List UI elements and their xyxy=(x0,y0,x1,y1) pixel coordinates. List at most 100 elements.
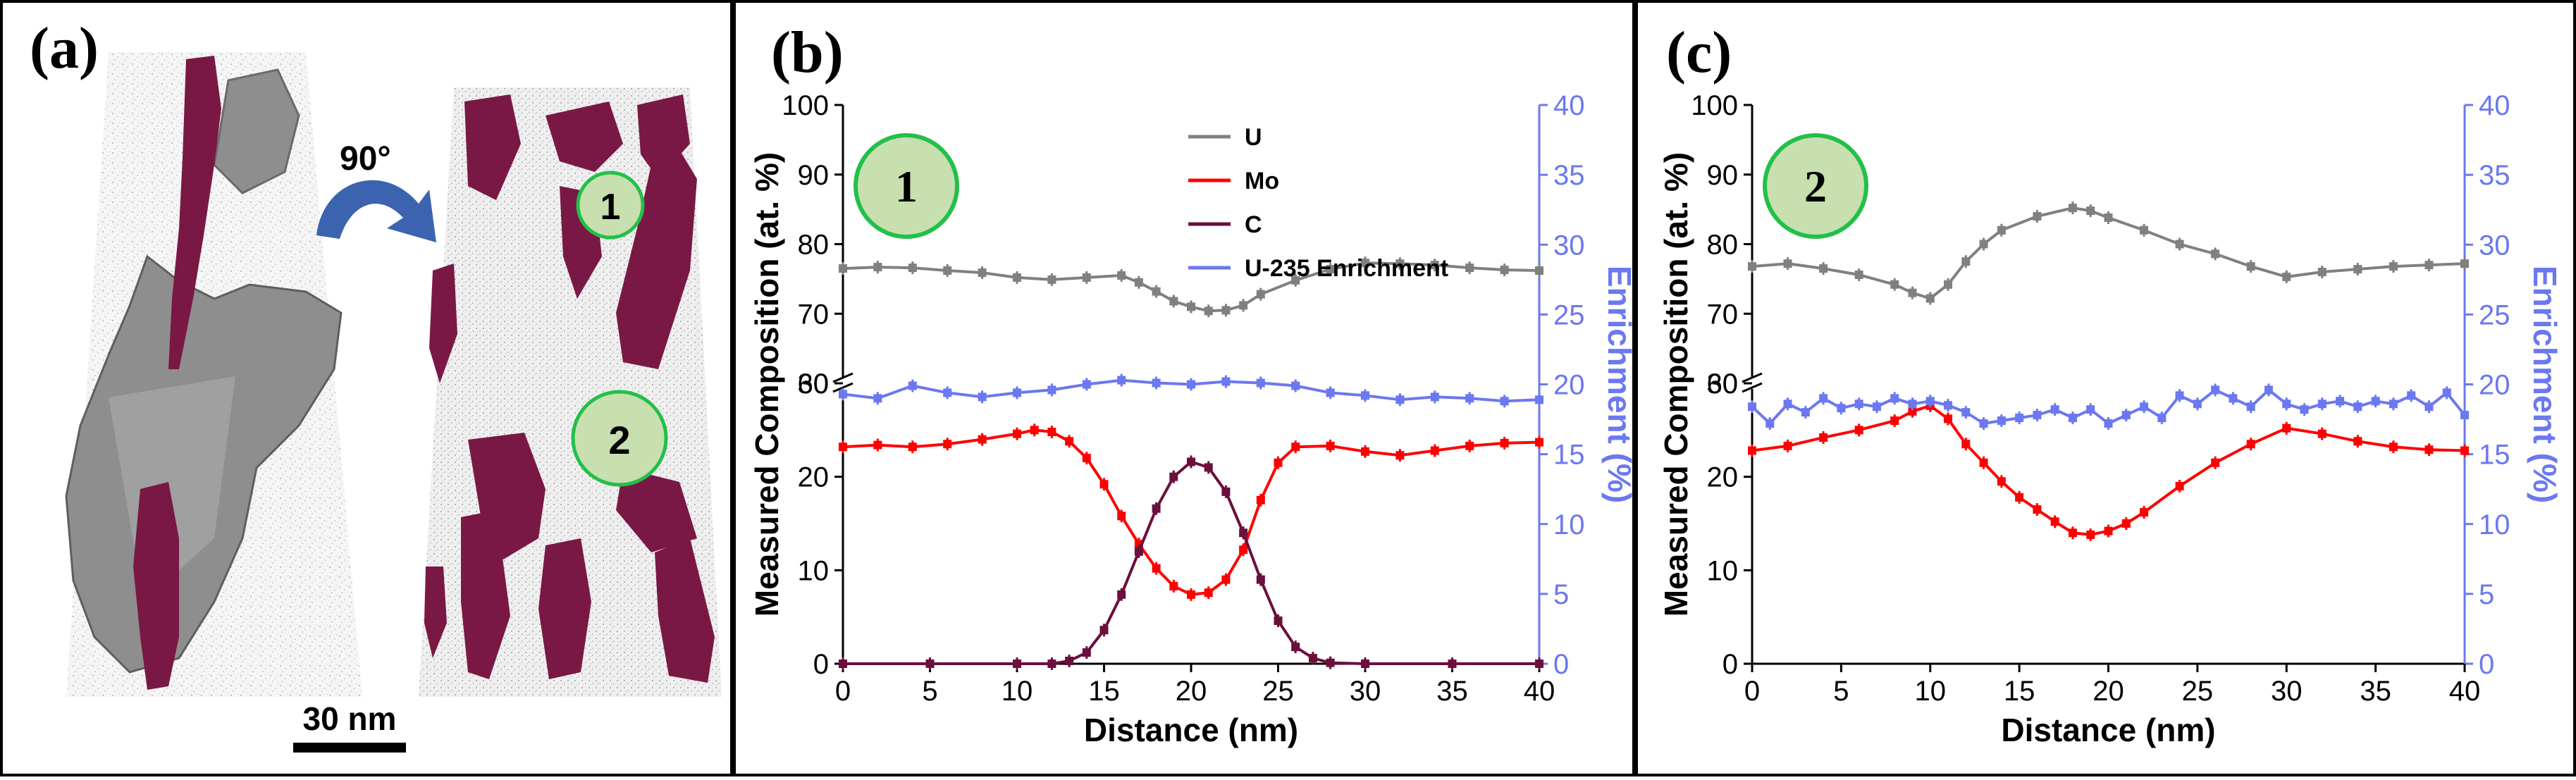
data-point-c xyxy=(1169,472,1178,481)
region-circle-2: 2 xyxy=(571,390,668,487)
data-point-u xyxy=(1783,259,1792,268)
right-tick-label: 10 xyxy=(2479,509,2510,540)
data-point-u-235-enrichment xyxy=(2050,405,2059,414)
data-point-u-235-enrichment xyxy=(2424,402,2434,411)
right-tick-label: 15 xyxy=(2479,440,2510,471)
data-point-c xyxy=(1187,457,1195,466)
y-tick-label: 80 xyxy=(1707,230,1739,261)
data-point-u-235-enrichment xyxy=(2121,411,2131,420)
data-point-u-235-enrichment xyxy=(2264,385,2273,395)
data-point-u xyxy=(1997,225,2006,235)
data-point-u xyxy=(2104,213,2113,222)
precipitate-r8 xyxy=(616,468,697,552)
data-point-mo xyxy=(908,442,917,452)
data-point-u xyxy=(1204,307,1213,316)
region-badge-label: 2 xyxy=(1804,161,1827,211)
data-point-c xyxy=(1239,528,1248,538)
data-point-mo xyxy=(1465,441,1474,450)
data-point-mo xyxy=(1274,458,1283,467)
data-point-mo xyxy=(1013,429,1021,438)
svg-text:1: 1 xyxy=(600,187,621,228)
data-point-u-235-enrichment xyxy=(908,381,917,390)
data-point-mo xyxy=(2068,528,2077,538)
data-point-u xyxy=(1908,288,1917,297)
data-point-u xyxy=(1047,275,1056,284)
data-point-mo xyxy=(2460,446,2469,455)
data-point-c xyxy=(1256,575,1265,584)
data-point-u-235-enrichment xyxy=(2140,402,2149,411)
data-point-c xyxy=(1013,660,1021,668)
data-point-u xyxy=(1152,287,1161,296)
data-point-u xyxy=(1430,261,1439,270)
data-point-u xyxy=(1854,270,1863,279)
data-point-c xyxy=(1082,648,1091,657)
panel-a: (a) 90° xyxy=(0,0,733,776)
data-point-u-235-enrichment xyxy=(1908,400,1917,409)
data-point-c xyxy=(1535,660,1543,668)
y-tick-label: 70 xyxy=(798,299,830,330)
data-point-mo xyxy=(1535,438,1543,447)
data-point-u-235-enrichment xyxy=(1152,378,1161,388)
region-badge xyxy=(853,133,959,239)
y-tick-label: 30 xyxy=(1707,369,1739,400)
legend-label: U-235 Enrichment xyxy=(1245,255,1448,282)
data-point-u xyxy=(2086,206,2095,216)
data-point-c xyxy=(1221,487,1231,496)
data-point-u-235-enrichment xyxy=(2353,402,2362,411)
data-point-u xyxy=(2353,265,2362,274)
x-tick-label: 35 xyxy=(2360,676,2391,707)
x-tick-label: 25 xyxy=(2182,676,2214,707)
data-point-u xyxy=(978,268,987,277)
y-tick-label: 60 xyxy=(798,369,830,400)
data-point-u-235-enrichment xyxy=(1117,376,1126,385)
right-tick-label: 5 xyxy=(1553,579,1569,610)
y-tick-label: 80 xyxy=(798,230,830,261)
data-point-mo xyxy=(2424,445,2434,454)
data-point-u-235-enrichment xyxy=(2068,414,2077,423)
data-point-u xyxy=(2282,272,2291,281)
data-point-u-235-enrichment xyxy=(873,394,882,403)
y-axis-label: Measured Composition (at. %) xyxy=(1658,152,1694,617)
data-point-u-235-enrichment xyxy=(1872,402,1881,411)
x-tick-label: 10 xyxy=(1915,676,1947,707)
data-point-mo xyxy=(1361,447,1369,456)
data-point-c xyxy=(1134,547,1143,556)
data-point-u-235-enrichment xyxy=(1047,385,1056,395)
data-point-mo xyxy=(1819,433,1828,442)
data-point-u-235-enrichment xyxy=(1765,419,1775,428)
x-axis-label: Distance (nm) xyxy=(1084,712,1298,748)
data-point-mo xyxy=(1152,564,1161,573)
x-tick-label: 10 xyxy=(1002,676,1033,707)
series-line-mo xyxy=(1751,404,2465,536)
data-point-u-235-enrichment xyxy=(1013,388,1021,397)
data-point-mo xyxy=(1961,440,1971,449)
data-point-u-235-enrichment xyxy=(2317,400,2327,409)
data-point-mo xyxy=(2015,493,2024,502)
right-tick-label: 30 xyxy=(2479,230,2510,261)
precipitate-r11 xyxy=(655,538,715,683)
scalebar xyxy=(293,743,406,753)
data-point-u-235-enrichment xyxy=(1854,400,1863,409)
x-tick-label: 30 xyxy=(1350,676,1381,707)
region-badge-label: 1 xyxy=(895,161,918,211)
data-point-mo xyxy=(2033,505,2042,514)
x-tick-label: 20 xyxy=(2093,676,2124,707)
data-point-u xyxy=(2424,261,2434,270)
data-point-u xyxy=(1256,290,1265,299)
data-point-mo xyxy=(1187,590,1195,599)
data-point-u-235-enrichment xyxy=(1395,395,1405,404)
data-point-u xyxy=(1395,259,1405,268)
data-point-mo xyxy=(1256,495,1265,504)
precipitate-r2 xyxy=(546,101,623,172)
data-point-mo xyxy=(2050,517,2059,526)
x-tick-label: 15 xyxy=(1088,676,1120,707)
data-point-mo xyxy=(1239,545,1248,555)
data-point-u-235-enrichment xyxy=(1256,378,1265,388)
data-point-mo xyxy=(1047,427,1056,436)
data-point-u xyxy=(1748,262,1756,271)
precipitate-left-1 xyxy=(168,56,221,369)
data-point-u-235-enrichment xyxy=(2033,411,2042,420)
data-point-u-235-enrichment xyxy=(2336,397,2345,406)
data-point-c xyxy=(1204,463,1213,472)
x-tick-label: 25 xyxy=(1262,676,1294,707)
